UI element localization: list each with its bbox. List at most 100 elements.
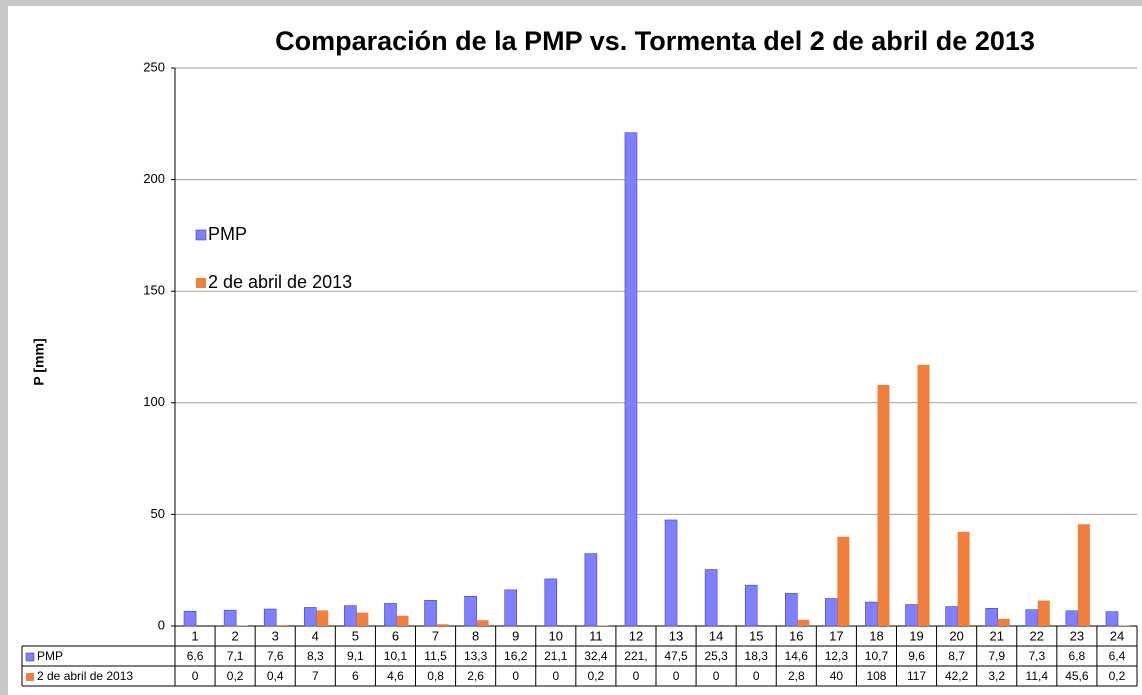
bar [344,605,357,627]
table-value: 21,1 [544,649,568,663]
y-tick-label: 100 [143,394,165,409]
table-value: 11,4 [1026,669,1049,683]
table-value: 9,6 [908,649,925,663]
x-tick-label: 1 [191,628,198,643]
table-value: 7,3 [1028,649,1045,663]
bar [183,610,197,627]
table-value: 0 [633,669,640,683]
table-value: 2,8 [788,669,805,683]
x-tick-label: 2 [232,628,239,643]
x-tick-label: 4 [312,628,319,643]
y-axis-label: P [mm] [31,338,47,385]
bar [303,607,317,627]
bar [316,610,329,626]
legend-key [196,278,206,288]
bar [917,364,930,626]
y-tick-label: 250 [143,59,165,74]
bar [384,603,397,627]
x-tick-label: 14 [709,628,723,643]
bar [544,578,558,627]
bar [1065,610,1079,627]
table-value: 0,2 [227,669,244,683]
bar [957,531,970,626]
bar [985,608,999,627]
table-value: 108 [866,669,886,683]
table-value: 0,2 [1109,669,1126,683]
table-value: 0 [673,669,680,683]
bar [356,612,369,626]
y-tick-label: 50 [151,506,165,521]
bar [504,589,518,627]
x-tick-label: 18 [869,628,883,643]
bar [865,601,878,627]
table-value: 8,3 [307,649,324,663]
y-tick-label: 150 [143,283,165,298]
bar [905,604,918,627]
table-value: 42,2 [945,669,969,683]
x-tick-label: 24 [1110,628,1124,643]
x-tick-label: 15 [749,628,763,643]
table-value: 47,5 [664,649,688,663]
table-value: 7,6 [267,649,284,663]
legend-label: PMP [208,224,247,244]
bar [1037,600,1050,626]
table-series-name: PMP [37,649,63,663]
bar [1077,524,1090,626]
table-value: 13,3 [464,649,488,663]
bar [1105,611,1119,627]
table-value: 7,1 [227,649,244,663]
bar [436,624,449,626]
x-tick-label: 13 [669,628,683,643]
table-value: 9,1 [347,649,364,663]
chart-title: Comparación de la PMP vs. Tormenta del 2… [275,26,1035,56]
y-tick-label: 0 [158,617,165,632]
table-legend-key [25,652,35,662]
x-tick-label: 16 [789,628,803,643]
bar [797,619,810,626]
x-tick-label: 10 [549,628,563,643]
table-value: 2,6 [467,669,484,683]
x-tick-label: 20 [949,628,963,643]
table-value: 8,7 [948,649,965,663]
x-tick-label: 17 [829,628,843,643]
table-value: 0 [753,669,760,683]
table-value: 14,6 [785,649,809,663]
bar [584,553,598,627]
table-value: 6,8 [1069,649,1086,663]
table-value: 0 [552,669,559,683]
bar [624,132,638,627]
table-value: 221, [624,649,647,663]
x-tick-label: 6 [392,628,399,643]
legend-label: 2 de abril de 2013 [208,272,352,292]
x-tick-label: 21 [989,628,1003,643]
table-value: 4,6 [387,669,404,683]
table-value: 7,9 [988,649,1005,663]
table-value: 45,6 [1065,669,1089,683]
bar [784,593,798,627]
x-tick-label: 11 [589,628,603,643]
x-tick-label: 3 [272,628,279,643]
table-value: 10,1 [384,649,408,663]
table-value: 32,4 [584,649,608,663]
table-value: 0 [192,669,199,683]
table-value: 25,3 [704,649,728,663]
table-value: 11,5 [424,649,447,663]
bar [424,600,437,627]
bar [223,609,237,627]
table-value: 3,2 [988,669,1005,683]
bar [744,584,758,627]
table-value: 0,2 [588,669,605,683]
table-series-name: 2 de abril de 2013 [37,669,133,683]
table-value: 0,8 [427,669,444,683]
x-tick-label: 22 [1030,628,1044,643]
bar [263,608,277,627]
y-tick-label: 200 [143,171,165,186]
table-value: 6,4 [1109,649,1126,663]
table-value: 0,4 [267,669,284,683]
table-value: 117 [907,669,926,683]
x-tick-label: 19 [909,628,923,643]
bar [825,598,838,627]
x-tick-label: 5 [352,628,359,643]
bar [396,615,409,626]
